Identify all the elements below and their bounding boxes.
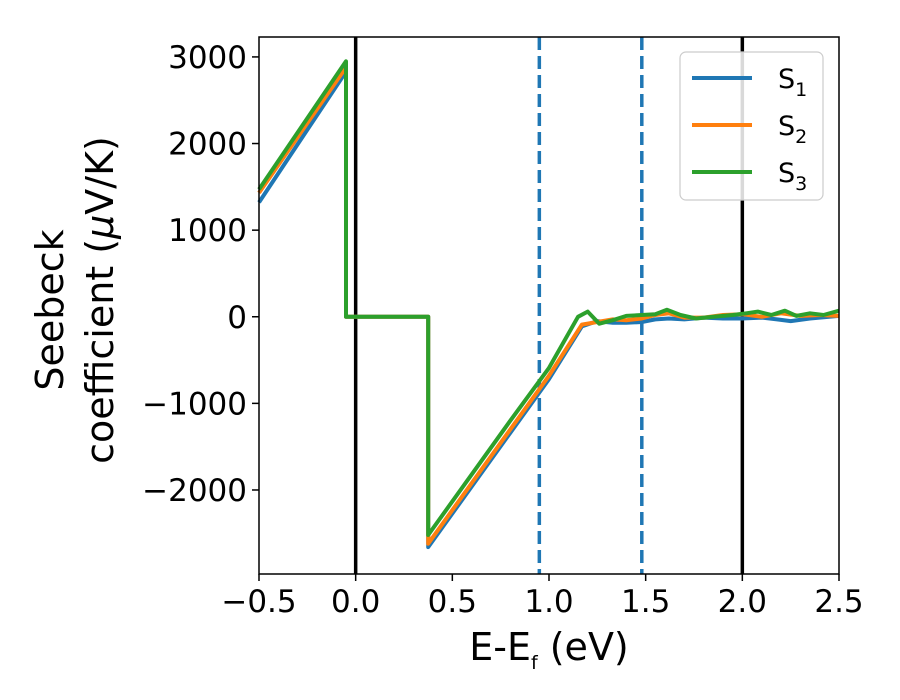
x-tick-label: 2.5 [814, 584, 863, 620]
y-axis-label: Seebeck [28, 229, 72, 390]
y-tick-label: 3000 [168, 40, 247, 76]
legend-entries: S1 S2 S3 [692, 64, 807, 195]
series-line-S3 [257, 59, 840, 537]
x-tick-label: 1.5 [621, 584, 670, 620]
legend-label-S3: S3 [778, 158, 807, 195]
x-tick-label: 1.0 [524, 584, 573, 620]
x-tick-label: −0.5 [221, 584, 296, 620]
x-axis-label: E-Ef (eV) [469, 625, 629, 674]
legend: S1 S2 S3 [679, 51, 824, 201]
y-tick-label: −1000 [142, 386, 247, 422]
y-tick-label: 0 [227, 300, 247, 336]
y-tick-label: 2000 [168, 127, 247, 163]
y-tick-label: −2000 [142, 473, 247, 509]
x-tick-label: 0.0 [331, 584, 380, 620]
axis-ticks: −0.5 0.0 0.5 1.0 1.5 2.0 2.5 3000 2000 1000 0 −1000… [142, 40, 864, 620]
legend-label-S2: S2 [778, 111, 807, 148]
series-lines [257, 59, 840, 550]
y-axis-label-line2: coefficient (μV/K) [78, 136, 122, 464]
legend-label-S1: S1 [778, 64, 807, 101]
x-tick-label: 2.0 [718, 584, 767, 620]
y-tick-label: 1000 [168, 213, 247, 249]
x-tick-label: 0.5 [428, 584, 477, 620]
